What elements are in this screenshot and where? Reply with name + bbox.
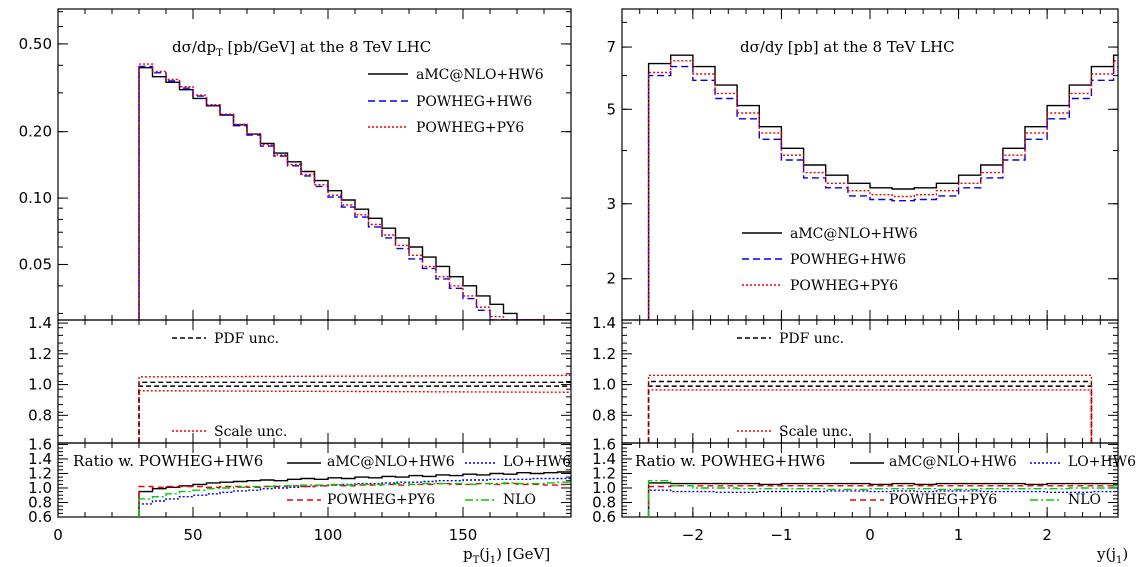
pt-main-data — [138, 63, 571, 320]
pt-unc-legend-label: Scale unc. — [214, 424, 287, 440]
pt-ratio-legend-label: LO+HW6 — [503, 454, 571, 470]
pt-xtick-label: 150 — [449, 526, 478, 544]
y-main-ytick-label: 3 — [606, 195, 616, 213]
y-ratio-nlo-series — [647, 480, 1118, 517]
y-main-legend-label: POWHEG+HW6 — [790, 252, 906, 268]
y-xtick-label: 1 — [954, 526, 964, 544]
y-unc-panel: 0.8 1.0 1.2 1.4 PDF unc. Scale unc. — [592, 314, 1119, 444]
y-main-legend-label: POWHEG+PY6 — [790, 278, 898, 294]
y-ratio-ytick-label: 1.2 — [592, 464, 616, 482]
pt-ratio-ytick-label: 0.6 — [28, 508, 52, 526]
y-ratio-powheg-py6-series — [647, 485, 1118, 517]
pt-main-ytick-label: 0.50 — [19, 35, 52, 53]
y-main-ytick-label: 2 — [606, 270, 616, 288]
pt-main-legend-label: aMC@NLO+HW6 — [416, 67, 544, 83]
pt-ratio-frame — [57, 442, 572, 518]
y-unc-pdf-up-line — [647, 380, 1093, 443]
y-ratio-legend-label: aMC@NLO+HW6 — [889, 454, 1017, 470]
y-ratio-ytick-label: 1.6 — [592, 435, 616, 453]
y-ratio-panel: 0.60.81.01.21.41.6 aMC@NLO+HW6 LO+HW6 POWHE… — [592, 435, 1136, 526]
pt-unc-frame — [57, 319, 572, 444]
pt-xtick-label: 50 — [183, 526, 202, 544]
pt-unc-legend-label: PDF unc. — [214, 331, 279, 347]
pt-ratio-powheg-py6-series — [138, 482, 571, 517]
y-xtick-label: −2 — [682, 526, 704, 544]
y-unc-legend-label: PDF unc. — [779, 331, 844, 347]
pt-xtick-label: 0 — [53, 526, 63, 544]
pt-ratio-ytick-label: 1.2 — [28, 464, 52, 482]
pt-ratio-ytick-label: 1.6 — [28, 435, 52, 453]
y-unc-ytick-label: 1.2 — [592, 345, 616, 363]
pt-main-powheg-py6-series — [138, 63, 571, 320]
pt-ratio-nlo-series — [138, 481, 571, 517]
pt-unc-ytick-label: 1.2 — [28, 345, 52, 363]
pt-unc-panel: 0.8 1.0 1.2 1.4 PDF unc. Scale unc. — [28, 314, 572, 444]
y-xtick-label: 2 — [1042, 526, 1052, 544]
y-unc-ytick-label: 1.4 — [592, 314, 616, 332]
y-ratio-ytick-label: 0.8 — [592, 493, 616, 511]
y-xtick-label: 0 — [865, 526, 875, 544]
y-main-ytick-label: 7 — [606, 38, 616, 56]
pt-ratio-legend-label: aMC@NLO+HW6 — [327, 454, 455, 470]
pt-ratio-ytick-label: 0.8 — [28, 493, 52, 511]
y-main-title: dσ/dy [pb] at the 8 TeV LHC — [740, 38, 955, 56]
y-ratio-ytick-label: 0.6 — [592, 508, 616, 526]
pt-unc-data — [138, 374, 571, 443]
y-main-amc-nlo-hw6-series — [647, 54, 1118, 320]
pt-ratio-ytick-label: 1.4 — [28, 450, 52, 468]
pt-ratio-data — [138, 471, 571, 517]
pt-unc-ytick-label: 0.8 — [28, 406, 52, 424]
pt-main-legend-label: POWHEG+HW6 — [416, 94, 532, 110]
pt-main-ytick-label: 0.10 — [19, 189, 52, 207]
y-ratio-ytick-label: 1.4 — [592, 450, 616, 468]
y-main-legend-label: aMC@NLO+HW6 — [790, 226, 918, 242]
y-main-ytick-label: 5 — [606, 100, 616, 118]
y-ratio-legend-label: NLO — [1068, 492, 1101, 508]
pt-unc-ytick-label: 1.4 — [28, 314, 52, 332]
pt-xtick-label: 100 — [314, 526, 343, 544]
y-main-panel: 2 3 5 7 aMC@NLO+HW6 POWHEG+HW6 POWHEG+PY6 — [606, 8, 1119, 321]
y-ratio-legend-label: POWHEG+PY6 — [889, 492, 997, 508]
pt-ratio-amc-nlo-hw6-series — [138, 471, 571, 517]
pt-ratio-ytick-label: 1.0 — [28, 479, 52, 497]
pt-main-legend-label: POWHEG+PY6 — [416, 120, 524, 136]
pt-x-axis-label: pT(j1) [GeV] — [463, 545, 550, 566]
pt-ratio-legend-label: NLO — [503, 492, 536, 508]
y-unc-ytick-label: 1.0 — [592, 376, 616, 394]
pt-unc-ytick-label: 1.0 — [28, 376, 52, 394]
y-ratio-data — [647, 480, 1118, 517]
pt-ratio-title: Ratio w. POWHEG+HW6 — [73, 452, 263, 470]
y-ratio-lo-hw6-series — [647, 489, 1118, 517]
y-unc-data — [647, 374, 1093, 443]
pt-main-title: dσ/dpT [pb/GeV] at the 8 TeV LHC — [172, 38, 431, 59]
pt-main-ytick-label: 0.20 — [19, 123, 52, 141]
y-main-powheg-hw6-series — [647, 65, 1118, 320]
y-ratio-title: Ratio w. POWHEG+HW6 — [635, 452, 825, 470]
y-main-powheg-py6-series — [647, 60, 1118, 320]
y-main-data — [647, 54, 1118, 320]
y-ratio-legend-label: LO+HW6 — [1068, 454, 1136, 470]
pt-unc-scale-down-line — [138, 390, 571, 443]
y-unc-legend-label: Scale unc. — [779, 424, 852, 440]
y-ratio-amc-nlo-hw6-series — [647, 482, 1118, 517]
pt-ratio-legend-label: POWHEG+PY6 — [327, 492, 435, 508]
pt-unc-pdf-down-line — [138, 385, 571, 443]
y-xtick-label: −1 — [770, 526, 792, 544]
y-x-axis-label: y(j1) — [1096, 545, 1128, 566]
y-unc-ytick-label: 0.8 — [592, 406, 616, 424]
pt-main-panel: 0.05 0.10 0.20 0.50 aMC@NLO+HW6 POWHEG+HW6 POW… — [19, 8, 572, 321]
y-ratio-ytick-label: 1.0 — [592, 479, 616, 497]
pt-main-ytick-label: 0.05 — [19, 255, 52, 273]
pt-ratio-panel: 0.60.81.01.21.41.6 aMC@NLO+HW6 LO+HW6 POWHE… — [28, 435, 572, 526]
